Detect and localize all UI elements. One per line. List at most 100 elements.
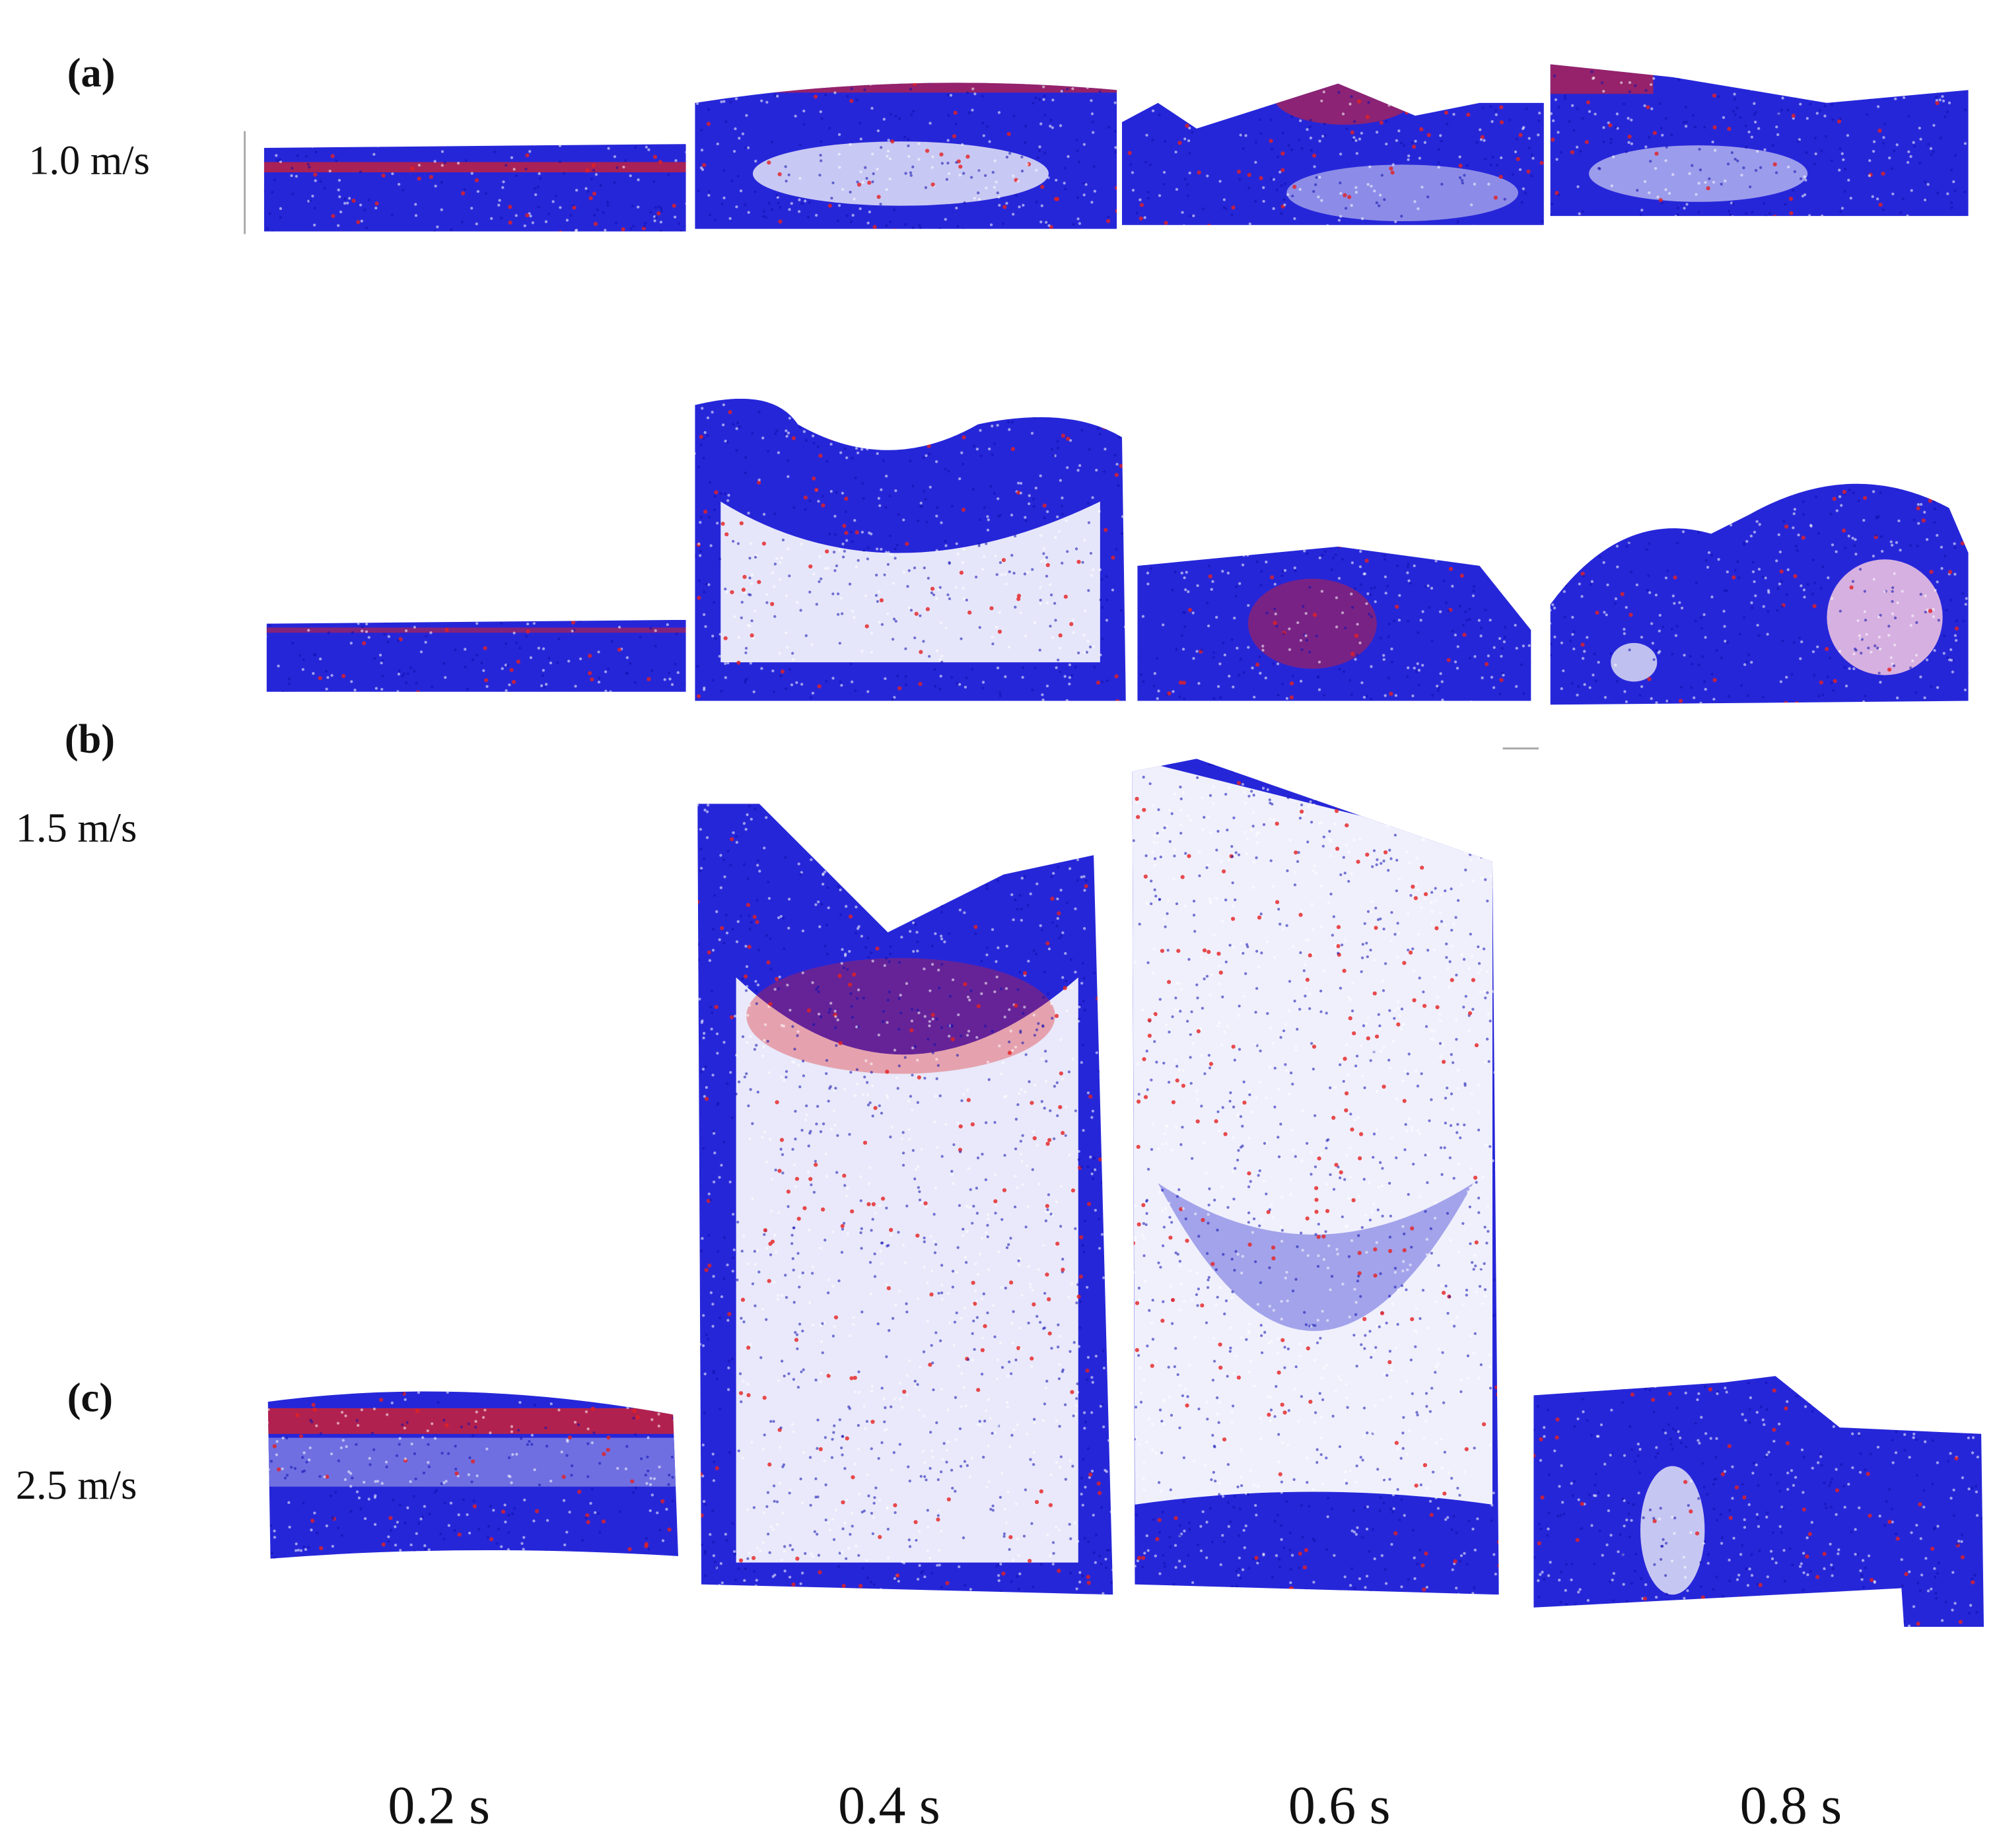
particle bbox=[1005, 1246, 1009, 1249]
particle bbox=[1270, 147, 1274, 151]
particle bbox=[447, 1524, 451, 1527]
particle bbox=[501, 127, 505, 131]
particle bbox=[1146, 197, 1150, 200]
particle bbox=[752, 1556, 756, 1560]
particle bbox=[1024, 124, 1028, 128]
particle bbox=[380, 1482, 384, 1485]
particle bbox=[1712, 697, 1716, 701]
particle bbox=[1447, 609, 1450, 613]
particle bbox=[891, 638, 895, 641]
particle bbox=[1921, 518, 1926, 523]
particle bbox=[1854, 553, 1858, 556]
particle bbox=[1043, 94, 1046, 98]
particle bbox=[267, 1451, 269, 1454]
particle bbox=[1406, 99, 1410, 102]
particle bbox=[1018, 971, 1022, 974]
particle bbox=[1083, 651, 1086, 654]
particle bbox=[387, 1540, 391, 1543]
particle bbox=[983, 1025, 987, 1028]
particle bbox=[1283, 203, 1286, 207]
particle bbox=[804, 508, 807, 511]
particle bbox=[1539, 160, 1544, 165]
particle bbox=[907, 872, 912, 877]
particle bbox=[330, 154, 335, 158]
particle bbox=[1954, 154, 1957, 157]
particle bbox=[302, 658, 305, 662]
particle bbox=[1701, 58, 1704, 61]
particle bbox=[709, 96, 713, 100]
particle bbox=[1840, 504, 1843, 507]
particle bbox=[694, 1086, 697, 1089]
particle bbox=[403, 1521, 407, 1525]
particle bbox=[1367, 101, 1370, 104]
particle bbox=[1055, 1460, 1059, 1464]
particle bbox=[1098, 1070, 1101, 1074]
particle bbox=[929, 1292, 934, 1297]
particle bbox=[1870, 650, 1873, 654]
particle bbox=[1109, 1158, 1113, 1161]
particle bbox=[316, 1532, 319, 1535]
particle bbox=[275, 137, 279, 141]
particle bbox=[1065, 519, 1068, 522]
particle bbox=[1698, 147, 1701, 151]
particle bbox=[629, 662, 632, 665]
particle bbox=[1071, 392, 1075, 395]
particle bbox=[596, 208, 600, 212]
particle bbox=[1745, 145, 1748, 149]
particle bbox=[1669, 67, 1672, 71]
particle bbox=[868, 210, 871, 214]
particle bbox=[736, 542, 740, 545]
particle bbox=[1120, 531, 1124, 535]
particle bbox=[1815, 112, 1819, 115]
particle bbox=[1011, 421, 1014, 424]
particle bbox=[878, 504, 882, 508]
particle bbox=[1945, 467, 1947, 470]
particle bbox=[833, 1123, 837, 1127]
particle bbox=[975, 68, 977, 71]
particle bbox=[892, 235, 894, 238]
particle bbox=[923, 1460, 927, 1464]
particle bbox=[555, 194, 558, 197]
particle bbox=[970, 1122, 975, 1127]
particle bbox=[1127, 151, 1132, 155]
particle bbox=[886, 154, 889, 158]
particle bbox=[1487, 182, 1490, 186]
particle bbox=[849, 190, 852, 194]
particle bbox=[287, 682, 291, 685]
particle bbox=[1522, 125, 1525, 129]
particle bbox=[1897, 519, 1901, 523]
particle bbox=[1839, 147, 1842, 151]
particle bbox=[853, 197, 856, 201]
particle bbox=[769, 937, 772, 940]
particle bbox=[748, 1552, 751, 1555]
particle bbox=[952, 77, 955, 80]
particle bbox=[1724, 640, 1727, 643]
particle bbox=[971, 667, 974, 671]
particle bbox=[913, 1520, 918, 1524]
particle bbox=[1218, 180, 1222, 183]
particle bbox=[1844, 546, 1847, 550]
particle bbox=[713, 1460, 716, 1464]
particle bbox=[1872, 140, 1876, 143]
particle bbox=[470, 127, 473, 131]
particle bbox=[707, 950, 711, 955]
particle bbox=[1832, 689, 1835, 692]
particle bbox=[963, 911, 966, 914]
particle bbox=[1941, 94, 1944, 98]
particle bbox=[722, 858, 726, 862]
particle bbox=[1105, 598, 1109, 601]
particle bbox=[871, 382, 874, 384]
particle bbox=[791, 1147, 794, 1151]
particle bbox=[1531, 655, 1533, 658]
particle bbox=[431, 685, 434, 689]
particle bbox=[659, 229, 662, 232]
particle bbox=[905, 1311, 909, 1314]
particle bbox=[832, 1109, 835, 1112]
particle bbox=[424, 1548, 427, 1551]
particle bbox=[1821, 214, 1824, 217]
particle bbox=[886, 612, 890, 615]
particle bbox=[598, 1462, 602, 1465]
particle bbox=[1943, 554, 1947, 557]
particle bbox=[1111, 1568, 1113, 1571]
particle bbox=[1111, 1484, 1113, 1488]
